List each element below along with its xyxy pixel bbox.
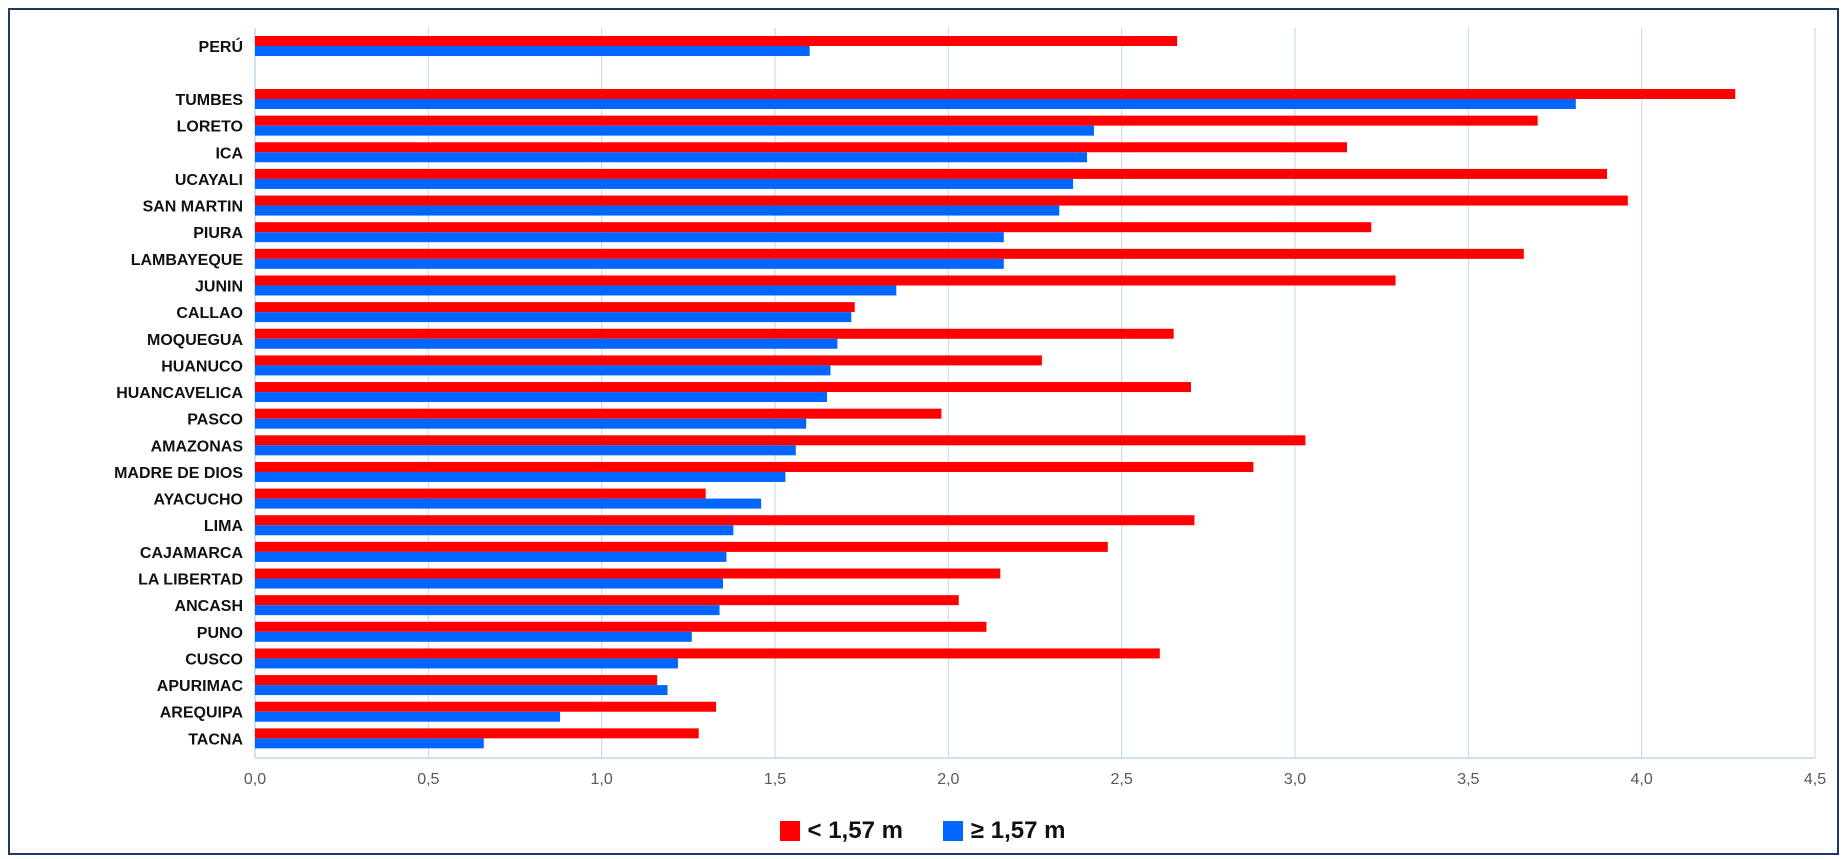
bar-above-157 (255, 498, 762, 509)
bar-below-157 (255, 728, 699, 739)
category-label: MADRE DE DIOS (114, 465, 243, 482)
category-label: LORETO (177, 119, 243, 136)
category-label: AMAZONAS (151, 438, 244, 455)
bar-above-157 (255, 578, 723, 589)
bar-above-157 (255, 338, 838, 349)
category-label: JUNIN (195, 278, 243, 295)
bar-below-157 (255, 515, 1195, 526)
bar-below-157 (255, 435, 1306, 446)
bar-below-157 (255, 248, 1524, 259)
category-label: MOQUEGUA (147, 332, 243, 349)
category-label: PASCO (187, 412, 243, 429)
bar-above-157 (255, 46, 810, 56)
legend-swatch-series-0 (779, 821, 800, 841)
bar-below-157 (255, 36, 1178, 46)
bar-below-157 (255, 595, 959, 606)
bar-above-157 (255, 445, 796, 456)
category-label: SAN MARTIN (143, 199, 243, 216)
legend-label-series-0: < 1,57 m (807, 817, 903, 844)
bar-below-157 (255, 461, 1254, 472)
bar-above-157 (255, 258, 1004, 269)
bar-below-157 (255, 168, 1607, 179)
bar-above-157 (255, 178, 1074, 189)
bar-below-157 (255, 302, 855, 313)
bar-below-157 (255, 222, 1372, 233)
bar-below-157 (255, 675, 658, 686)
bar-below-157 (255, 195, 1628, 206)
bar-below-157 (255, 541, 1108, 552)
bar-above-157 (255, 525, 734, 536)
x-tick-label: 2,5 (1111, 771, 1133, 788)
category-label: LAMBAYEQUE (131, 252, 244, 269)
bar-below-157 (255, 701, 717, 712)
category-label: HUANCAVELICA (116, 385, 243, 402)
category-label: LIMA (204, 518, 244, 535)
category-label: APURIMAC (157, 678, 244, 695)
bar-above-157 (255, 312, 852, 323)
x-tick-label: 3,5 (1457, 771, 1479, 788)
bar-above-157 (255, 392, 827, 403)
category-label: AREQUIPA (160, 705, 244, 722)
bar-above-157 (255, 152, 1087, 163)
category-label: CAJAMARCA (140, 545, 244, 562)
category-label: CUSCO (185, 651, 243, 668)
bar-above-157 (255, 285, 897, 296)
bar-above-157 (255, 365, 831, 376)
bar-above-157 (255, 711, 561, 722)
x-tick-label: 0,0 (244, 771, 266, 788)
bar-above-157 (255, 605, 720, 616)
bar-above-157 (255, 232, 1004, 243)
bar-below-157 (255, 355, 1042, 366)
legend: < 1,57 m ≥ 1,57 m (0, 813, 1845, 849)
bar-above-157 (255, 631, 692, 642)
bar-above-157 (255, 658, 678, 669)
bar-above-157 (255, 418, 807, 429)
category-label: PERÚ (199, 37, 243, 56)
bar-below-157 (255, 328, 1174, 339)
category-label: UCAYALI (175, 172, 243, 189)
bar-below-157 (255, 621, 987, 632)
bar-below-157 (255, 648, 1160, 659)
bar-above-157 (255, 99, 1576, 109)
bar-above-157 (255, 471, 786, 482)
category-label: PIURA (193, 225, 243, 242)
bar-below-157 (255, 275, 1396, 286)
x-tick-label: 1,5 (764, 771, 786, 788)
bar-chart: 0,0 0,5 1,0 1,5 2,0 2,5 3,0 3,5 4,0 4,5 PERÚ TUMBES… (114, 28, 1826, 788)
bar-below-157 (255, 382, 1191, 393)
legend-item-series-0: < 1,57 m (779, 817, 903, 845)
category-label: TUMBES (175, 92, 243, 109)
category-label: ICA (215, 145, 243, 162)
bar-below-157 (255, 142, 1347, 153)
category-label: PUNO (197, 625, 243, 642)
category-label: CALLAO (176, 305, 243, 322)
x-tick-label: 0,5 (417, 771, 439, 788)
bar-below-157 (255, 115, 1538, 126)
legend-swatch-series-1 (942, 821, 963, 841)
x-tick-label: 3,0 (1284, 771, 1306, 788)
bar-above-157 (255, 685, 668, 696)
x-tick-label: 1,0 (591, 771, 613, 788)
x-tick-label: 4,5 (1804, 771, 1826, 788)
bar-below-157 (255, 408, 942, 419)
bar-below-157 (255, 568, 1001, 579)
bar-below-157 (255, 89, 1736, 99)
category-label: ANCASH (175, 598, 243, 615)
x-tick-label: 2,0 (937, 771, 959, 788)
legend-item-series-1: ≥ 1,57 m (942, 817, 1066, 845)
bar-above-157 (255, 205, 1060, 216)
bar-above-157 (255, 551, 727, 562)
category-label: TACNA (188, 731, 243, 748)
bar-above-157 (255, 125, 1094, 136)
category-label: HUANUCO (161, 358, 243, 375)
category-label: AYACUCHO (153, 492, 243, 509)
bar-above-157 (255, 738, 484, 749)
bar-below-157 (255, 488, 706, 499)
legend-label-series-1: ≥ 1,57 m (970, 817, 1066, 844)
x-tick-label: 4,0 (1631, 771, 1653, 788)
category-label: LA LIBERTAD (138, 572, 243, 589)
